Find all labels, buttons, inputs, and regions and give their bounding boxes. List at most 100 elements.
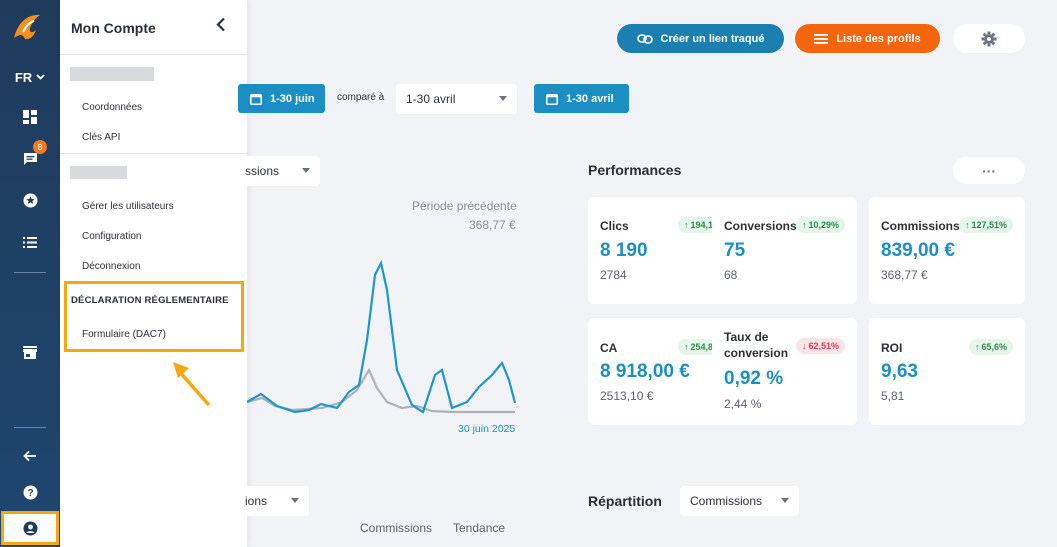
messages-nav[interactable]: 8 xyxy=(0,140,60,174)
period-label: 1-30 juin xyxy=(270,92,315,105)
kpi-previous: 368,77 € xyxy=(881,268,928,282)
language-selector[interactable]: FR xyxy=(0,62,60,92)
menu-link-configuration[interactable]: Configuration xyxy=(82,231,142,242)
arrow-up-icon: ↑ xyxy=(974,342,980,352)
trend-chart xyxy=(247,259,517,414)
rail-divider xyxy=(14,427,46,428)
menu-link-dac7-form[interactable]: Formulaire (DAC7) xyxy=(82,329,166,340)
more-options-button[interactable]: ··· xyxy=(953,157,1025,184)
compare-label: comparé à xyxy=(337,92,385,103)
arrow-left-icon xyxy=(23,450,36,462)
help-icon: ? xyxy=(23,485,37,499)
list-icon xyxy=(23,236,37,248)
kpi-label: ROI xyxy=(881,341,903,355)
redacted-section xyxy=(70,166,127,179)
kpi-card-commissions: Commissions ↑ 127,51% 839,00 € 368,77 € xyxy=(869,197,1025,304)
menu-link-api-keys[interactable]: Clés API xyxy=(82,132,121,143)
highlight-box xyxy=(64,281,244,352)
arrow-up-icon: ↑ xyxy=(683,220,689,230)
kpi-change: 62,51% xyxy=(808,341,839,351)
kpi-previous: 5,81 xyxy=(881,389,905,403)
arrow-down-icon: ↓ xyxy=(801,341,807,351)
chart-end-date: 30 juin 2025 xyxy=(458,423,516,435)
kpi-label: CA xyxy=(600,341,618,355)
calendar-icon xyxy=(546,93,558,105)
language-label: FR xyxy=(14,69,33,85)
kpi-label: Clics xyxy=(600,219,629,233)
dashboard-icon xyxy=(23,110,37,124)
kpi-previous: 2,44 % xyxy=(724,397,762,411)
arrow-up-icon: ↑ xyxy=(683,342,689,352)
kpi-change-badge: ↑ 10,29% xyxy=(795,217,845,233)
collapse-nav[interactable] xyxy=(0,441,60,471)
menu-link-coordonnees[interactable]: Coordonnées xyxy=(82,102,143,113)
kpi-value: 8 190 xyxy=(600,240,648,261)
menu-link-manage-users[interactable]: Gérer les utilisateurs xyxy=(82,201,174,212)
menu-link-logout[interactable]: Déconnexion xyxy=(82,261,141,272)
bottom-metric-select[interactable]: ions xyxy=(235,486,309,516)
help-nav[interactable]: ? xyxy=(0,477,60,507)
store-nav[interactable] xyxy=(0,337,60,367)
kpi-change-badge: ↑ 127,51% xyxy=(958,217,1013,233)
store-icon xyxy=(23,345,37,359)
compare-period-button[interactable]: 1-30 avril xyxy=(534,84,629,113)
kpi-card-conversions: Conversions ↑ 10,29% 75 68 xyxy=(712,197,857,304)
settings-button[interactable] xyxy=(953,24,1025,53)
icon-rail: FR 8 ? xyxy=(0,0,60,547)
chevron-left-icon[interactable] xyxy=(216,17,226,37)
previous-period-value: 368,77 € xyxy=(469,218,516,232)
menu-title: Mon Compte xyxy=(71,20,156,36)
kpi-change: 65,6% xyxy=(981,342,1007,352)
kpi-change: 10,29% xyxy=(808,220,839,230)
bottom-metric-select-value: ions xyxy=(245,494,268,508)
compare-select-value: 1-30 avril xyxy=(406,92,456,106)
messages-badge: 8 xyxy=(33,140,47,154)
more-icon: ··· xyxy=(982,162,996,179)
regulatory-heading: DÉCLARATION RÉGLEMENTAIRE xyxy=(71,295,229,306)
repartition-select-value: Commissions xyxy=(690,494,763,508)
metric-select[interactable]: ssions xyxy=(235,156,320,186)
profiles-label: Liste des profils xyxy=(836,32,921,45)
profiles-list-button[interactable]: Liste des profils xyxy=(795,24,940,53)
current-period-line xyxy=(247,259,517,414)
arrow-up-icon: ↑ xyxy=(801,220,807,230)
previous-period-label: Période précédente xyxy=(412,199,517,213)
redacted-name xyxy=(70,67,154,81)
column-header-commissions: Commissions xyxy=(360,521,433,535)
callout-arrow xyxy=(173,362,210,406)
caret-down-icon xyxy=(499,96,507,101)
menu-divider xyxy=(60,54,247,55)
kpi-label: Taux de conversion xyxy=(724,330,789,360)
kpi-value: 839,00 € xyxy=(881,240,955,261)
account-button[interactable] xyxy=(1,511,59,545)
kpi-previous: 68 xyxy=(724,268,738,282)
compare-period-label: 1-30 avril xyxy=(566,92,614,105)
caret-down-icon xyxy=(302,168,310,173)
kpi-label: Commissions xyxy=(881,219,960,233)
kpi-change: 254,86% xyxy=(690,342,726,352)
account-menu: Mon Compte Coordonnées Clés API Gérer le… xyxy=(60,0,247,547)
compare-select[interactable]: 1-30 avril xyxy=(396,84,517,114)
link-icon xyxy=(636,33,653,44)
kpi-card-conversion-rate: Taux de conversion ↓ 62,51% 0,92 % 2,44 % xyxy=(712,318,857,425)
repartition-title: Répartition xyxy=(588,493,662,509)
brand-logo[interactable] xyxy=(10,12,46,42)
kpi-change: 127,51% xyxy=(971,220,1007,230)
period-button[interactable]: 1-30 juin xyxy=(238,84,325,113)
star-circle-icon xyxy=(23,193,37,207)
arrow-up-icon: ↑ xyxy=(964,220,970,230)
rail-divider xyxy=(14,272,46,273)
create-tracked-link-button[interactable]: Créer un lien traqué xyxy=(617,24,784,53)
kpi-value: 75 xyxy=(724,240,746,261)
list-nav[interactable] xyxy=(0,227,60,257)
favorites-nav[interactable] xyxy=(0,185,60,215)
create-link-label: Créer un lien traqué xyxy=(660,32,765,45)
repartition-select[interactable]: Commissions xyxy=(680,486,799,516)
menu-divider xyxy=(60,153,247,154)
kpi-change: 194,18% xyxy=(690,220,726,230)
menu-icon xyxy=(814,33,829,44)
metric-select-value: ssions xyxy=(245,164,280,178)
dashboard-nav[interactable] xyxy=(0,102,60,132)
performances-title: Performances xyxy=(588,162,682,178)
caret-down-icon xyxy=(291,498,299,503)
